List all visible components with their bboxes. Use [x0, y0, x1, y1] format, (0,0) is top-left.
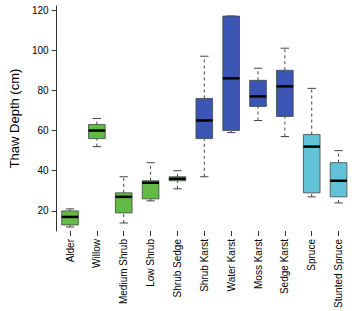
svg-text:40: 40 — [37, 165, 49, 176]
svg-text:Moss Karst: Moss Karst — [253, 239, 264, 289]
svg-text:Thaw Depth (cm): Thaw Depth (cm) — [7, 69, 22, 169]
svg-text:Alder: Alder — [65, 238, 76, 262]
svg-text:60: 60 — [37, 125, 49, 136]
svg-text:Stunted Spruce: Stunted Spruce — [333, 239, 344, 308]
svg-text:20: 20 — [37, 205, 49, 216]
svg-text:120: 120 — [32, 5, 49, 16]
svg-text:Medium Shrub: Medium Shrub — [118, 239, 129, 304]
svg-text:Shrub Sedge: Shrub Sedge — [172, 239, 183, 298]
svg-text:80: 80 — [37, 85, 49, 96]
svg-text:100: 100 — [32, 45, 49, 56]
svg-text:Low Shrub: Low Shrub — [145, 239, 156, 287]
svg-text:Shrub Karst: Shrub Karst — [199, 239, 210, 292]
svg-text:Spruce: Spruce — [306, 239, 317, 271]
svg-text:Willow: Willow — [91, 238, 102, 268]
svg-text:Water Karst: Water Karst — [226, 239, 237, 292]
svg-text:Sedge Karst: Sedge Karst — [279, 239, 290, 294]
